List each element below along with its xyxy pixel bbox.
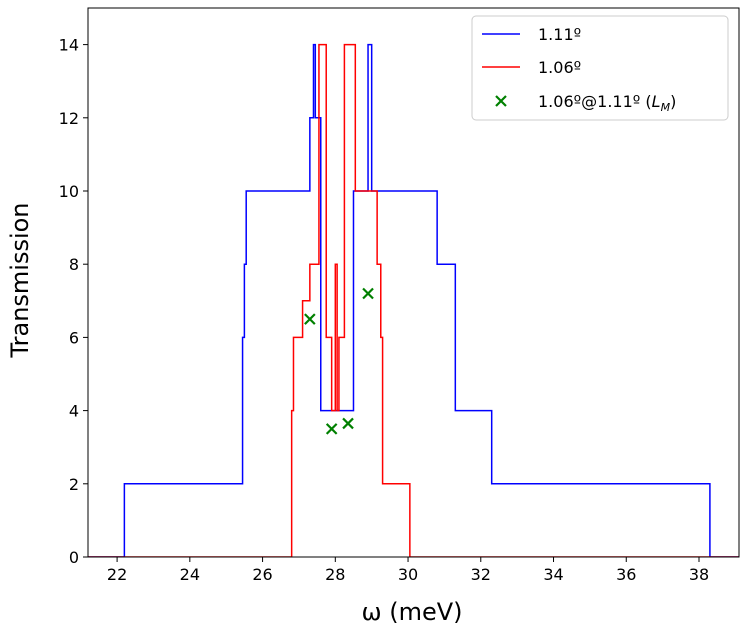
scatter-point xyxy=(325,423,338,435)
scatter-point xyxy=(304,313,316,325)
x-tick-label: 34 xyxy=(543,565,563,584)
x-tick-label: 22 xyxy=(107,565,127,584)
legend-label: 1.06º xyxy=(538,58,581,77)
y-tick-label: 12 xyxy=(59,109,79,128)
series-line-0 xyxy=(88,43,739,557)
legend-label: 1.11º xyxy=(538,25,581,44)
plot-frame xyxy=(87,7,740,558)
y-axis-title: Transmission xyxy=(6,202,34,358)
y-tick-label: 14 xyxy=(59,36,79,55)
y-tick-label: 10 xyxy=(59,182,79,201)
series-line-1 xyxy=(88,43,739,557)
x-tick-label: 38 xyxy=(689,565,709,584)
scatter-point xyxy=(362,287,374,300)
x-tick-label: 30 xyxy=(398,565,418,584)
legend-marker xyxy=(495,95,507,107)
x-tick-label: 26 xyxy=(252,565,272,584)
legend-label: 1.06º@1.11º (LM) xyxy=(538,92,676,114)
legend: 1.11º 1.06º 1.06º@1.11º (LM) xyxy=(471,15,729,121)
y-tick-label: 8 xyxy=(69,255,79,274)
y-tick-label: 6 xyxy=(69,328,79,347)
x-tick-label: 32 xyxy=(471,565,491,584)
x-tick-label: 28 xyxy=(325,565,345,584)
y-tick-label: 4 xyxy=(69,402,79,421)
y-tick-label: 0 xyxy=(69,548,79,567)
scatter-point xyxy=(342,417,354,430)
x-tick-label: 24 xyxy=(180,565,200,584)
x-tick-label: 36 xyxy=(616,565,636,584)
legend-box xyxy=(471,15,729,121)
x-axis-title: ω (meV) xyxy=(361,598,462,626)
plot-area xyxy=(88,43,739,557)
y-tick-label: 2 xyxy=(69,475,79,494)
